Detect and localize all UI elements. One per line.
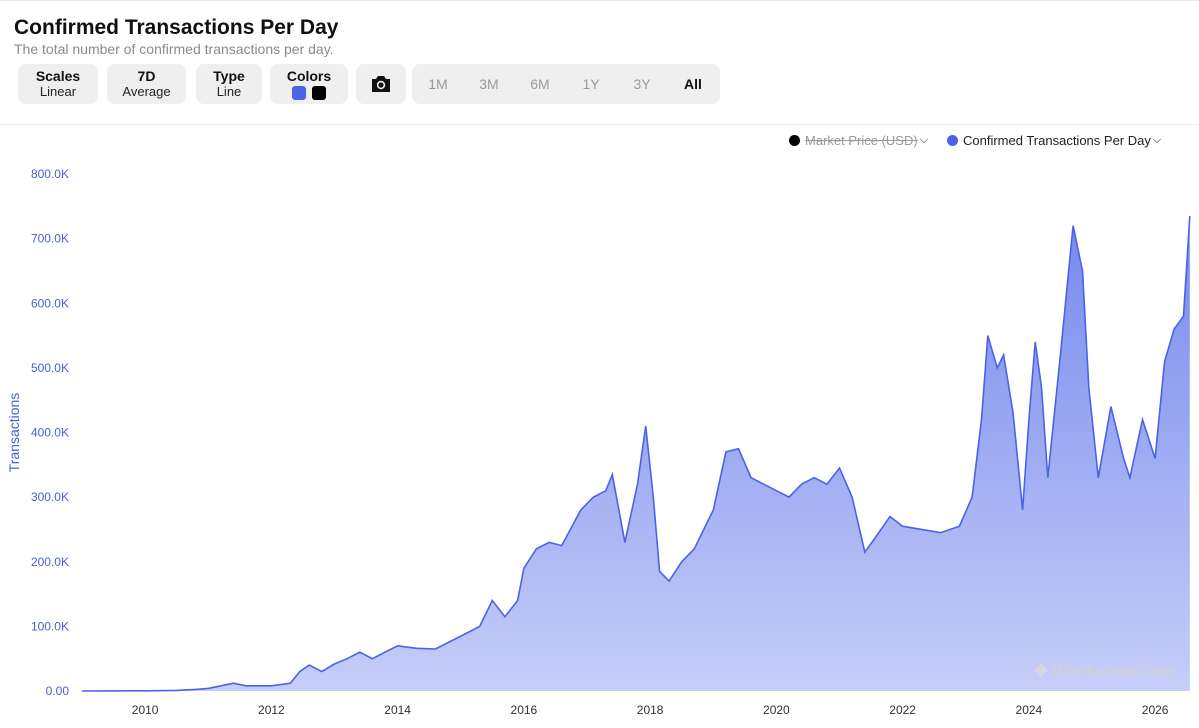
- range-1m-button[interactable]: 1M: [428, 76, 448, 92]
- chevron-down-icon[interactable]: ⌵: [1152, 134, 1162, 146]
- legend-label-transactions: Confirmed Transactions Per Day: [963, 133, 1151, 148]
- x-tick-label: 2022: [889, 703, 916, 717]
- transactions-chart: 0.00 100.0K 200.0K 300.0K 400.0K 500.0K 600.0K…: [6, 167, 1191, 717]
- range-all-button[interactable]: All: [684, 76, 702, 92]
- header-divider: [0, 124, 1199, 125]
- x-tick-label: 2016: [511, 703, 538, 717]
- range-1y-button[interactable]: 1Y: [582, 76, 600, 92]
- y-tick-label: 400.0K: [31, 426, 69, 440]
- average-button[interactable]: 7D Average: [107, 64, 186, 104]
- time-range-group: 1M 3M 6M 1Y 3Y All: [412, 64, 720, 104]
- y-tick-label: 100.0K: [31, 619, 69, 633]
- legend-item-transactions[interactable]: Confirmed Transactions Per Day ⌵: [947, 133, 1161, 148]
- x-tick-label: 2026: [1142, 703, 1169, 717]
- average-label: 7D: [137, 68, 156, 84]
- page-subtitle: The total number of confirmed transactio…: [14, 41, 334, 57]
- y-tick-label: 700.0K: [31, 232, 69, 246]
- color-swatch-primary[interactable]: [292, 86, 306, 100]
- y-tick-label: 500.0K: [31, 361, 69, 375]
- y-axis-ticks: 0.00 100.0K 200.0K 300.0K 400.0K 500.0K 600.0K…: [31, 167, 69, 698]
- y-tick-label: 300.0K: [31, 490, 69, 504]
- range-3m-button[interactable]: 3M: [479, 76, 499, 92]
- y-tick-label: 800.0K: [31, 167, 69, 181]
- y-tick-label: 600.0K: [31, 296, 69, 310]
- watermark-text: Blockchain.com: [1052, 663, 1175, 680]
- x-tick-label: 2020: [763, 703, 790, 717]
- average-value: Average: [122, 84, 171, 99]
- screenshot-button[interactable]: [356, 64, 406, 104]
- top-border: [0, 0, 1199, 1]
- chevron-down-icon[interactable]: ⌵: [919, 134, 929, 146]
- legend-label-market-price: Market Price (USD): [805, 133, 918, 148]
- color-swatch-secondary[interactable]: [312, 86, 326, 100]
- camera-icon: [372, 76, 390, 92]
- series-line[interactable]: [81, 215, 1191, 692]
- y-axis-label: Transactions: [6, 393, 22, 473]
- type-button[interactable]: Type Line: [196, 64, 262, 104]
- scales-value: Linear: [39, 84, 77, 99]
- range-3y-button[interactable]: 3Y: [633, 76, 651, 92]
- x-tick-label: 2012: [258, 703, 285, 717]
- blockchain-logo-icon: [1034, 663, 1048, 677]
- watermark: Blockchain.com: [1034, 663, 1175, 680]
- colors-button[interactable]: Colors: [270, 64, 348, 104]
- scales-label: Scales: [35, 68, 81, 84]
- series-area-fill: [82, 216, 1190, 691]
- y-tick-label: 0.00: [46, 684, 70, 698]
- scales-button[interactable]: Scales Linear: [18, 64, 98, 104]
- x-axis-ticks: 2010 2012 2014 2016 2018 2020 2022 2024 2026: [132, 703, 1169, 717]
- legend-dot-transactions: [947, 135, 958, 146]
- page-title: Confirmed Transactions Per Day: [14, 16, 339, 39]
- x-tick-label: 2018: [637, 703, 664, 717]
- type-label: Type: [213, 68, 245, 84]
- x-tick-label: 2014: [384, 703, 411, 717]
- legend-item-market-price[interactable]: Market Price (USD) ⌵: [789, 133, 928, 148]
- type-value: Line: [216, 84, 242, 99]
- colors-label: Colors: [286, 68, 332, 84]
- y-tick-label: 200.0K: [31, 555, 69, 569]
- range-6m-button[interactable]: 6M: [530, 76, 550, 92]
- x-tick-label: 2010: [132, 703, 159, 717]
- x-tick-label: 2024: [1016, 703, 1043, 717]
- legend-dot-market-price: [789, 135, 800, 146]
